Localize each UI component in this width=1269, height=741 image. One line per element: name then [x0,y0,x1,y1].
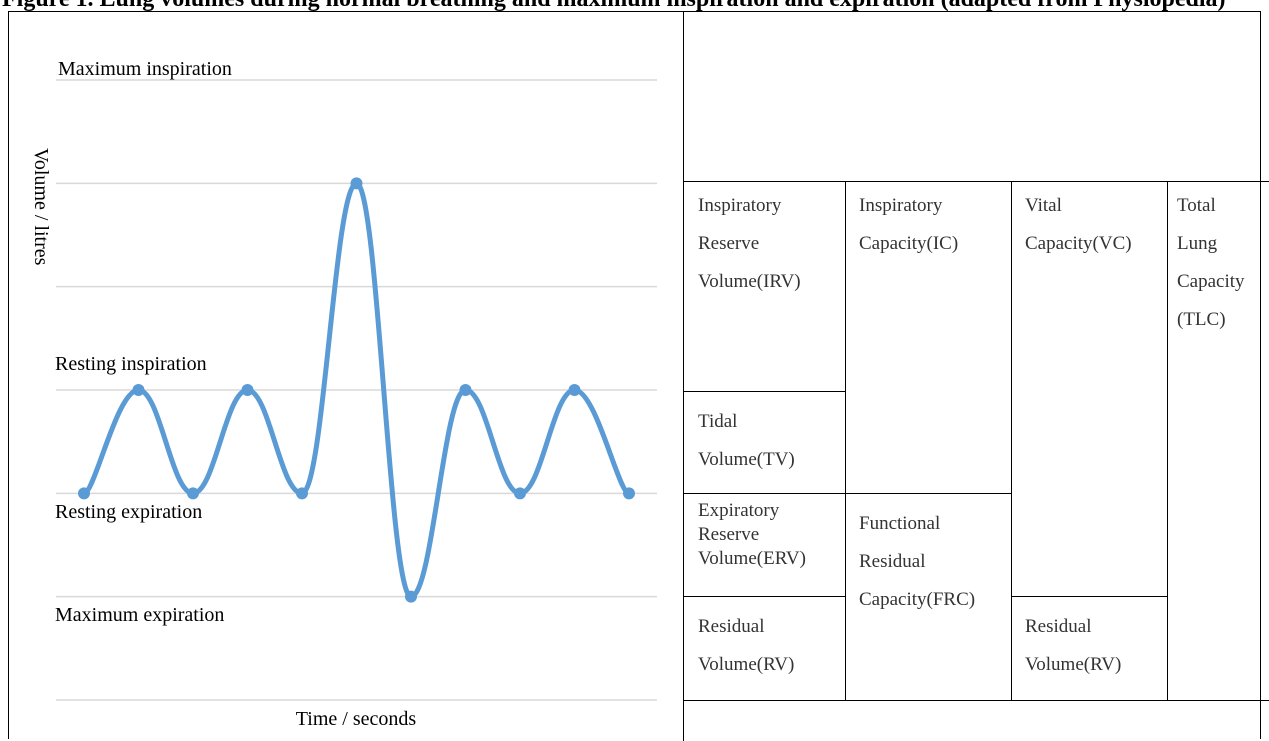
data-point [241,384,254,396]
figure-caption-text: Figure 1. Lung volumes during normal bre… [2,0,1226,12]
table-line [845,181,846,700]
data-point [78,487,90,500]
y-axis-label: Volume / litres [30,148,52,266]
data-point [350,177,363,190]
cell-tv: Tidal Volume(TV) [698,411,795,470]
data-point [568,384,581,396]
panel-divider [683,11,684,741]
lung-volumes-table: Inspiratory Reserve Volume(IRV) Inspirat… [684,181,1269,701]
cell-tlc: Total Lung Capacity (TLC) [1177,195,1245,330]
figure-caption: Figure 1. Lung volumes during normal bre… [0,0,1269,12]
cell-vc: Vital Capacity(VC) [1025,195,1132,254]
annotation-resting-expiration: Resting expiration [55,501,202,523]
data-point [296,487,308,500]
data-point [132,384,145,396]
cell-erv: Expiratory Reserve Volume(ERV) [698,500,806,569]
table-line [1011,181,1012,700]
cell-frc: Functional Residual Capacity(FRC) [859,513,976,610]
cell-irv: Inspiratory Reserve Volume(IRV) [698,195,801,292]
data-point [187,487,199,500]
cell-rv-right: Residual Volume(RV) [1025,616,1122,675]
figure-frame [8,11,1261,739]
data-point [459,384,472,396]
table-line [684,596,845,597]
table-line [684,391,845,392]
data-point [514,487,526,500]
data-point [405,590,417,603]
cell-ic: Inspiratory Capacity(IC) [859,195,959,254]
volume-series-points [78,177,635,603]
table-line [1011,596,1167,597]
cell-rv-left: Residual Volume(RV) [698,616,795,675]
table-line [684,700,1269,701]
annotation-resting-inspiration: Resting inspiration [55,353,207,375]
table-line [684,493,1011,494]
table-line [1167,181,1168,700]
annotation-maximum-expiration: Maximum expiration [55,604,224,626]
spirometry-chart: Maximum inspiration Resting inspiration … [30,58,657,730]
table-line [684,181,1269,182]
data-point [623,487,635,500]
x-axis-label: Time / seconds [296,708,417,730]
annotation-maximum-inspiration: Maximum inspiration [58,58,232,80]
